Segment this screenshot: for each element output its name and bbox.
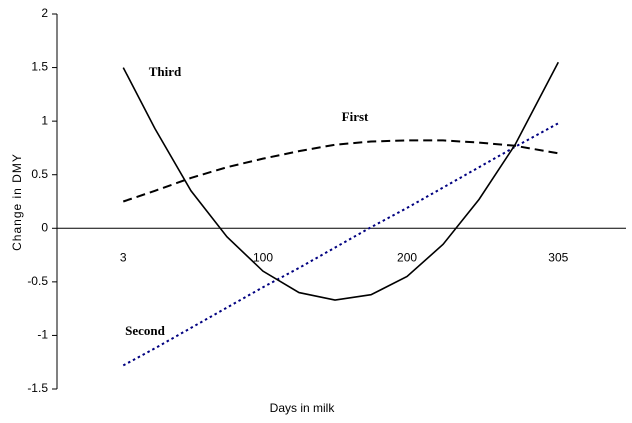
y-tick-label: 0.5 xyxy=(31,167,48,181)
y-tick-label: -1 xyxy=(37,328,48,342)
series-label: Second xyxy=(125,323,166,338)
y-tick-label: 0 xyxy=(41,220,48,234)
y-tick-label: 1 xyxy=(41,113,48,127)
y-tick-label: 2 xyxy=(41,6,48,20)
x-tick-label: 100 xyxy=(253,250,273,264)
y-tick-label: 1.5 xyxy=(31,60,48,74)
y-tick-label: -0.5 xyxy=(27,274,48,288)
series-label: First xyxy=(342,109,369,124)
series-label: Third xyxy=(149,64,182,79)
series-line xyxy=(122,122,559,367)
x-tick-label: 200 xyxy=(397,250,417,264)
x-tick-label: 305 xyxy=(548,250,568,264)
series-line xyxy=(122,61,560,301)
y-tick-label: -1.5 xyxy=(27,381,48,395)
series-line xyxy=(122,139,559,203)
y-axis-title: Change in DMY xyxy=(10,153,24,251)
x-axis-title: Days in milk xyxy=(270,401,336,415)
x-tick-label: 3 xyxy=(120,250,127,264)
